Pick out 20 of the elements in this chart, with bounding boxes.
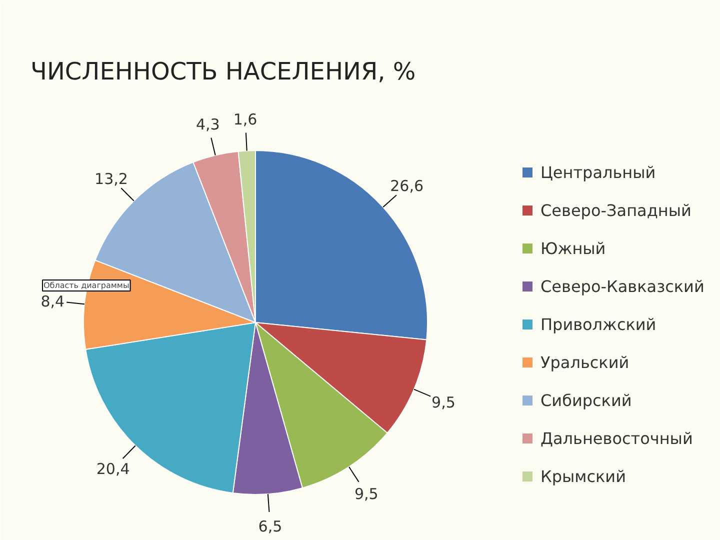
data-label: 4,3: [196, 116, 220, 134]
data-label: 9,5: [354, 485, 378, 504]
data-label: 20,4: [96, 460, 130, 478]
data-label: 9,5: [432, 393, 456, 412]
legend-label: Южный: [540, 239, 606, 258]
data-label: 6,5: [258, 517, 282, 536]
legend-label: Сибирский: [540, 391, 632, 410]
data-label: 1,6: [233, 110, 258, 128]
legend-label: Центральный: [540, 163, 656, 182]
data-label: 13,2: [94, 170, 128, 188]
legend-label: Крымский: [540, 467, 626, 486]
legend-label: Северо-Западный: [540, 201, 692, 220]
chart-title: ЧИСЛЕННОСТЬ НАСЕЛЕНИЯ, %: [30, 58, 416, 86]
legend-label: Уральский: [540, 353, 630, 372]
legend-label: Дальневосточный: [540, 429, 693, 448]
legend-label: Северо-Кавказский: [540, 277, 704, 296]
data-label: 26,6: [390, 177, 424, 196]
legend-label: Приволжский: [540, 315, 656, 334]
data-label: 8,4: [40, 292, 65, 310]
text: Область диаграммы: [44, 281, 130, 290]
